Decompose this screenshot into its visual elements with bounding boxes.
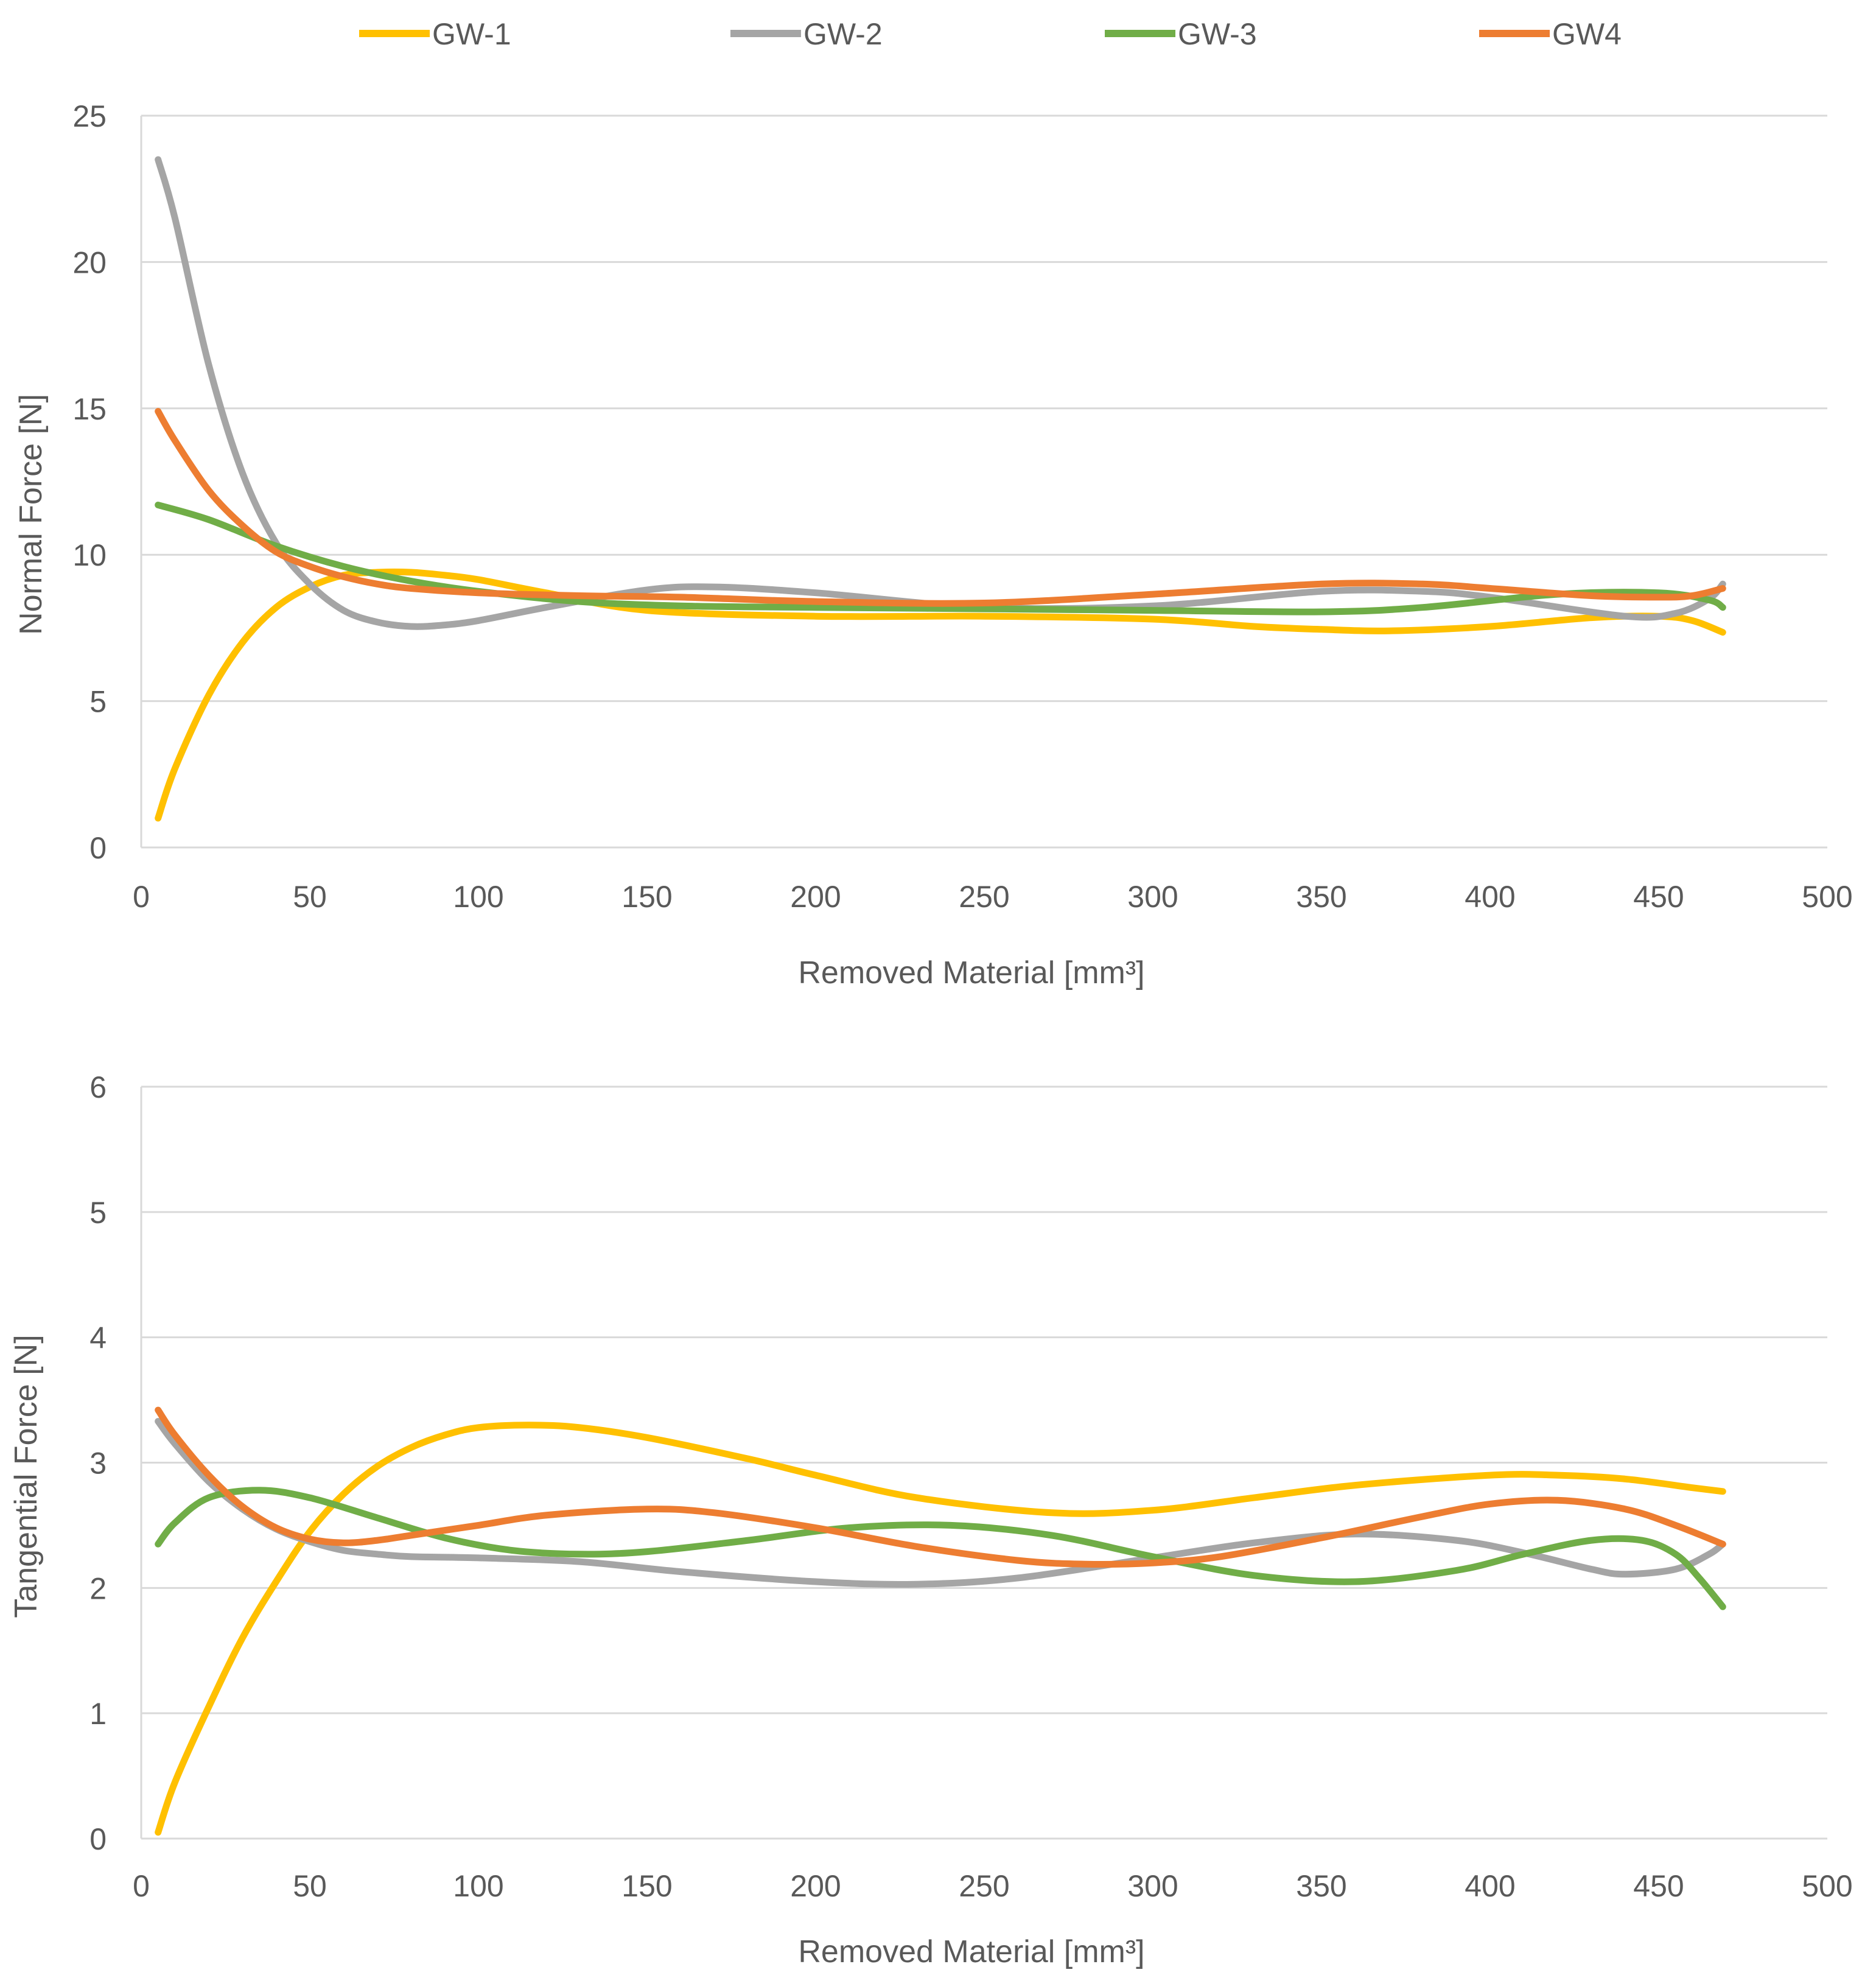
- legend-label-gw4: GW4: [1552, 17, 1622, 51]
- tangential-force-x-tick-350: 350: [1296, 1869, 1346, 1903]
- tangential-force-y-tick-5: 5: [89, 1196, 107, 1230]
- tangential-force-y-axis-title: Tangential Force [N]: [9, 1334, 44, 1618]
- legend-item-gw-2: GW-2: [730, 17, 883, 51]
- normal-force-y-tick-10: 10: [72, 538, 107, 572]
- normal-force-x-tick-300: 300: [1127, 880, 1178, 914]
- normal-force-gridlines: [140, 114, 1827, 849]
- normal-force-series: [155, 156, 1726, 822]
- normal-force-x-tick-450: 450: [1633, 880, 1684, 914]
- tangential-force-gridlines: [140, 1085, 1827, 1840]
- tangential-force-x-tick-400: 400: [1465, 1869, 1515, 1903]
- tangential-force-x-tick-300: 300: [1127, 1869, 1178, 1903]
- normal-force-y-axis-title: Normal Force [N]: [13, 394, 49, 635]
- legend-item-gw-1: GW-1: [359, 17, 511, 51]
- tangential-force-x-tick-450: 450: [1633, 1869, 1684, 1903]
- normal-force-series-gw-1: [155, 568, 1726, 822]
- normal-force-x-tick-50: 50: [293, 880, 327, 914]
- normal-force-x-tick-0: 0: [133, 880, 150, 914]
- tangential-force-y-tick-2: 2: [89, 1571, 107, 1605]
- legend-item-gw-3: GW-3: [1105, 17, 1257, 51]
- normal-force-y-tick-15: 15: [72, 392, 107, 426]
- normal-force-x-tick-400: 400: [1465, 880, 1515, 914]
- tangential-force-series: [155, 1406, 1726, 1836]
- tangential-force-y-tick-1: 1: [89, 1697, 107, 1731]
- tangential-force-x-tick-150: 150: [621, 1869, 672, 1903]
- tangential-force-x-ticks: 0 50 100 150 200 250 300 350 400 450 500: [133, 1869, 1853, 1903]
- tangential-force-series-gw4: [155, 1406, 1726, 1568]
- normal-force-x-tick-150: 150: [621, 880, 672, 914]
- tangential-force-series-gw-1: [155, 1422, 1726, 1836]
- tangential-force-y-tick-3: 3: [89, 1447, 107, 1481]
- normal-force-y-tick-0: 0: [89, 831, 107, 865]
- normal-force-y-ticks: 0 5 10 15 20 25: [72, 99, 107, 865]
- tangential-force-chart: 0 1 2 3 4 5 6 0 50 100 150 200 250 300 350 400 450 500 R…: [9, 1070, 1853, 1969]
- normal-force-x-ticks: 0 50 100 150 200 250 300 350 400 450 500: [133, 880, 1853, 914]
- tangential-force-y-tick-6: 6: [89, 1070, 107, 1104]
- tangential-force-x-tick-500: 500: [1802, 1869, 1852, 1903]
- legend-label-gw-3: GW-3: [1178, 17, 1257, 51]
- normal-force-y-tick-25: 25: [72, 99, 107, 133]
- normal-force-chart: 0 5 10 15 20 25 0 50 100 150 200 250 300 350 400 450 50…: [13, 99, 1853, 991]
- normal-force-series-gw-2: [155, 156, 1726, 630]
- tangential-force-y-tick-4: 4: [89, 1321, 107, 1355]
- tangential-force-x-tick-250: 250: [959, 1869, 1009, 1903]
- legend-label-gw-2: GW-2: [803, 17, 883, 51]
- normal-force-x-tick-100: 100: [453, 880, 503, 914]
- legend: GW-1 GW-2 GW-3 GW4: [359, 17, 1622, 51]
- normal-force-x-tick-250: 250: [959, 880, 1009, 914]
- tangential-force-x-tick-0: 0: [133, 1869, 150, 1903]
- normal-force-x-axis-title: Removed Material [mm³]: [798, 955, 1144, 991]
- normal-force-x-tick-500: 500: [1802, 880, 1852, 914]
- normal-force-x-tick-200: 200: [790, 880, 841, 914]
- legend-label-gw-1: GW-1: [432, 17, 511, 51]
- tangential-force-x-tick-200: 200: [790, 1869, 841, 1903]
- normal-force-series-gw4: [155, 408, 1726, 607]
- normal-force-y-tick-5: 5: [89, 685, 107, 719]
- tangential-force-y-ticks: 0 1 2 3 4 5 6: [89, 1070, 107, 1856]
- tangential-force-x-tick-100: 100: [453, 1869, 503, 1903]
- normal-force-y-tick-20: 20: [72, 245, 107, 279]
- tangential-force-x-tick-50: 50: [293, 1869, 327, 1903]
- tangential-force-x-axis-title: Removed Material [mm³]: [798, 1934, 1144, 1969]
- legend-item-gw4: GW4: [1479, 17, 1622, 51]
- tangential-force-y-tick-0: 0: [89, 1822, 107, 1856]
- tangential-force-series-gw-3: [155, 1487, 1726, 1610]
- normal-force-x-tick-350: 350: [1296, 880, 1346, 914]
